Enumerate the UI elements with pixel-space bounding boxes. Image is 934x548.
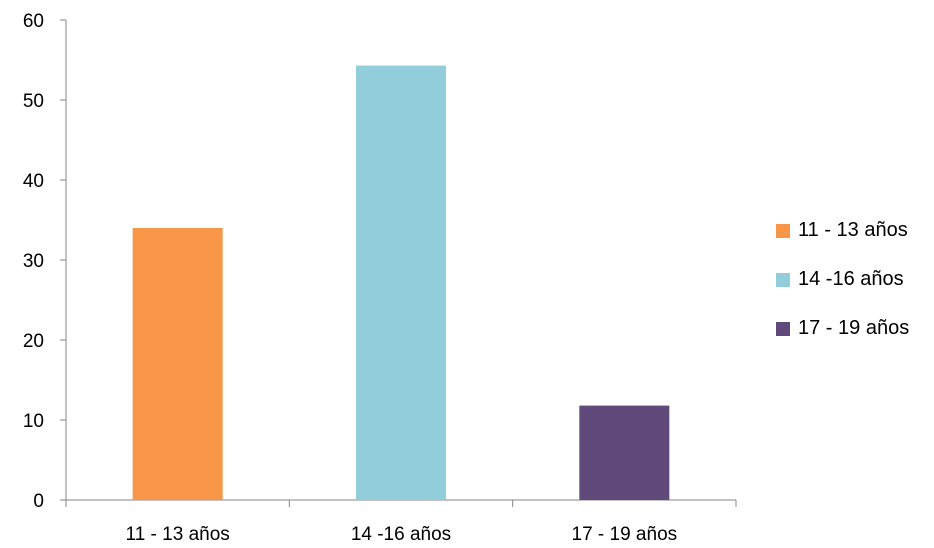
bars [132, 65, 670, 500]
x-tick-label: 17 - 19 años [572, 524, 678, 545]
x-axis: 11 - 13 años 14 -16 años 17 - 19 años [65, 499, 737, 545]
y-axis: 0 10 20 30 40 50 60 [23, 11, 67, 512]
legend-item-17-19: 17 - 19 años [776, 316, 909, 341]
y-tick-label: 20 [23, 331, 44, 352]
y-tick-label: 10 [23, 411, 44, 432]
y-tick-label: 60 [23, 11, 44, 32]
y-tick-label: 50 [23, 91, 44, 112]
legend-swatch [776, 321, 790, 336]
legend-label: 14 -16 años [798, 268, 904, 290]
bar [356, 65, 446, 500]
legend-swatch [776, 223, 790, 238]
bar [132, 228, 223, 500]
bar [579, 405, 670, 500]
x-tick-label: 14 -16 años [351, 524, 451, 545]
legend-label: 17 - 19 años [798, 317, 910, 339]
x-tick-label: 11 - 13 años [126, 524, 230, 545]
y-tick-label: 30 [23, 251, 44, 272]
y-tick-label: 0 [33, 491, 44, 512]
legend-item-14-16: 14 -16 años [776, 267, 909, 292]
legend-label: 11 - 13 años [798, 219, 908, 241]
legend: 11 - 13 años 14 -16 años 17 - 19 años [776, 218, 909, 365]
legend-swatch [776, 272, 790, 287]
y-tick-label: 40 [23, 171, 44, 192]
legend-item-11-13: 11 - 13 años [776, 218, 909, 243]
